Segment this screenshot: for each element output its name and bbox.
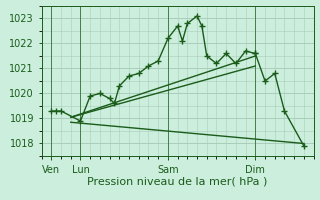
X-axis label: Pression niveau de la mer( hPa ): Pression niveau de la mer( hPa ) <box>87 176 268 186</box>
